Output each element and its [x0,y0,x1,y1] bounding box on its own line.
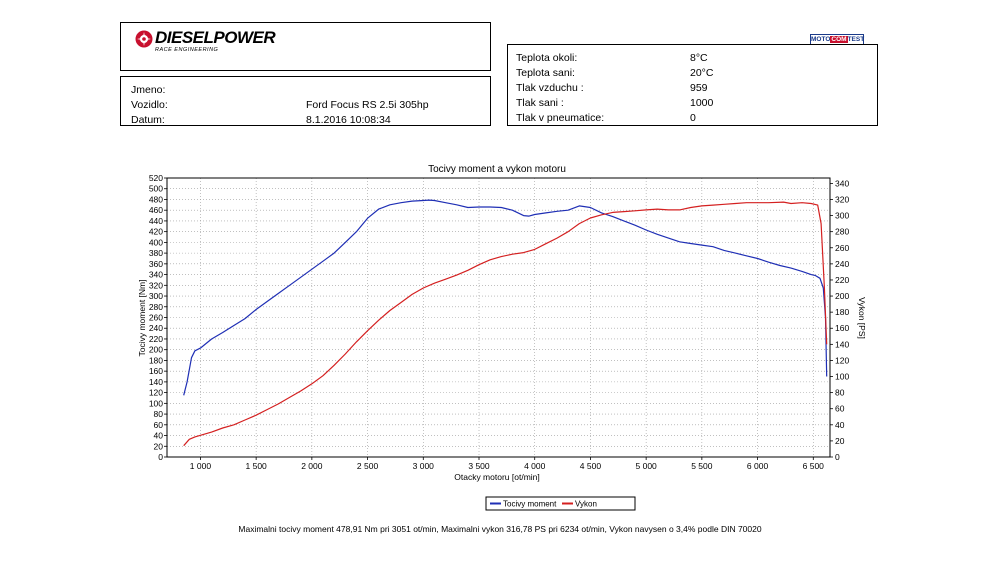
x-tick-label: 2 000 [301,461,323,471]
y-tick-label: 20 [154,441,164,451]
cond-label-air-pressure: Tlak vzduchu : [516,82,584,94]
logo-panel: DIESELPOWER RACE ENGINEERING [120,22,491,71]
y2-axis-label: Vykon [PS] [857,297,867,339]
y-tick-label: 380 [149,248,163,258]
brand-subtitle: RACE ENGINEERING [155,47,219,53]
y-tick-label: 460 [149,205,163,215]
y-tick-label: 60 [154,420,164,430]
y2-tick-label: 340 [835,178,849,188]
chart-grid [167,177,830,458]
y2-tick-label: 200 [835,291,849,301]
y-tick-label: 300 [149,291,163,301]
y-tick-label: 120 [149,388,163,398]
y2-tick-label: 320 [835,194,849,204]
cond-value-tyre-pressure: 0 [690,112,696,124]
info-value-vehicle: Ford Focus RS 2.5i 305hp [306,99,429,111]
cond-label-ambient-temp: Teplota okoli: [516,52,578,64]
badge-left: MOTO [811,36,831,43]
cond-label-tyre-pressure: Tlak v pneumatice: [516,112,605,124]
info-label-name: Jmeno: [131,84,166,96]
y-tick-label: 180 [149,355,163,365]
y2-tick-label: 0 [835,452,840,462]
y-tick-label: 360 [149,259,163,269]
y2-tick-label: 240 [835,259,849,269]
y2-tick-label: 120 [835,355,849,365]
y-tick-label: 200 [149,345,163,355]
y-tick-label: 280 [149,302,163,312]
chart-title: Tocivy moment a vykon motoru [428,164,566,175]
cond-label-intake-pressure: Tlak sani : [516,97,564,109]
y-tick-label: 420 [149,227,163,237]
cond-value-ambient-temp: 8°C [690,52,708,64]
summary-footer: Maximalni tocivy moment 478,91 Nm pri 30… [238,524,762,534]
y2-tick-label: 260 [835,243,849,253]
chart-series [183,199,828,447]
y2-tick-label: 280 [835,227,849,237]
y-tick-label: 340 [149,270,163,280]
y-tick-label: 480 [149,194,163,204]
badge-middle: COM [830,36,848,43]
legend-label-torque: Tocivy moment [503,500,557,509]
legend-box [485,496,636,511]
x-tick-label: 5 000 [636,461,658,471]
y2-tick-label: 180 [835,307,849,317]
chart-legend: Tocivy moment Vykon [485,496,636,511]
y-tick-label: 0 [158,452,163,462]
x-tick-label: 6 500 [803,461,825,471]
torque-curve [183,199,828,396]
y2-tick-label: 140 [835,339,849,349]
y-tick-label: 520 [149,173,163,183]
brand-name: DIESELPOWER [155,28,276,47]
y2-tick-label: 60 [835,404,845,414]
x-tick-label: 3 500 [468,461,490,471]
x-tick-label: 3 000 [413,461,435,471]
x-tick-label: 2 500 [357,461,379,471]
legend-label-power: Vykon [575,500,597,509]
y-tick-label: 240 [149,323,163,333]
x-tick-label: 5 500 [691,461,713,471]
vehicle-info-panel: Jmeno: Vozidlo: Ford Focus RS 2.5i 305hp… [120,76,491,126]
info-label-date: Datum: [131,114,165,126]
x-tick-label: 4 000 [524,461,546,471]
y-tick-label: 40 [154,431,164,441]
y-tick-label: 400 [149,237,163,247]
y2-tick-label: 160 [835,323,849,333]
y-tick-label: 440 [149,216,163,226]
cond-value-air-pressure: 959 [690,82,708,94]
cond-label-intake-temp: Teplota sani: [516,67,575,79]
power-curve [183,201,828,447]
y-tick-label: 80 [154,409,164,419]
y-tick-label: 500 [149,184,163,194]
y2-tick-label: 20 [835,436,845,446]
x-tick-label: 4 500 [580,461,602,471]
y2-tick-label: 100 [835,372,849,382]
y2-tick-label: 80 [835,388,845,398]
y-tick-label: 220 [149,334,163,344]
y2-tick-label: 40 [835,420,845,430]
x-axis-label: Otacky motoru [ot/min] [454,472,540,482]
x-tick-label: 1 500 [246,461,268,471]
cond-value-intake-pressure: 1000 [690,97,714,109]
turbine-logo-icon [135,30,153,48]
x-tick-label: 6 000 [747,461,769,471]
y-axis-label: Tocivy moment [Nm] [137,280,147,357]
x-tick-label: 1 000 [190,461,212,471]
y-tick-label: 100 [149,398,163,408]
y-tick-label: 160 [149,366,163,376]
cond-value-intake-temp: 20°C [690,67,714,79]
y-tick-label: 140 [149,377,163,387]
info-value-date: 8.1.2016 10:08:34 [306,114,391,126]
chart-ticks: 0204060801001201401601802002202402602803… [149,173,850,471]
y-tick-label: 320 [149,280,163,290]
y2-tick-label: 220 [835,275,849,285]
badge-right: TEST [847,36,865,43]
conditions-panel: Teplota okoli: 8°C Teplota sani: 20°C Tl… [507,44,878,126]
y2-tick-label: 300 [835,211,849,221]
info-label-vehicle: Vozidlo: [131,99,168,111]
y-tick-label: 260 [149,313,163,323]
